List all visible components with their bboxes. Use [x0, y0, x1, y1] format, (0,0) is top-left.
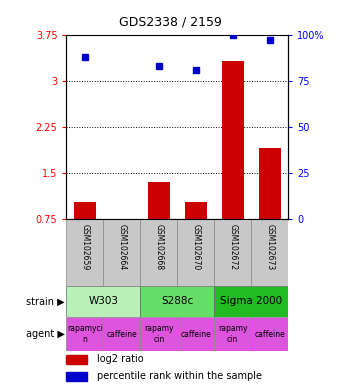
Text: rapamyci
n: rapamyci n [67, 324, 103, 344]
Bar [66, 219, 103, 286]
Bar [214, 286, 288, 317]
Bar [148, 182, 170, 219]
Bar [74, 202, 96, 219]
Bar [103, 317, 140, 351]
Text: rapamy
cin: rapamy cin [144, 324, 174, 344]
Bar [140, 219, 177, 286]
Bar [66, 317, 103, 351]
Text: GDS2338 / 2159: GDS2338 / 2159 [119, 15, 222, 28]
Bar [214, 219, 251, 286]
Bar [140, 286, 214, 317]
Text: GSM102668: GSM102668 [154, 224, 163, 270]
Text: GSM102664: GSM102664 [117, 224, 127, 270]
Bar [140, 317, 177, 351]
Bar [258, 148, 281, 219]
Bar [222, 61, 244, 219]
Bar [66, 286, 140, 317]
Bar [177, 317, 214, 351]
Bar [66, 355, 87, 364]
Text: log2 ratio: log2 ratio [97, 354, 144, 364]
Text: Sigma 2000: Sigma 2000 [220, 296, 282, 306]
Text: GSM102659: GSM102659 [80, 224, 89, 270]
Text: agent ▶: agent ▶ [26, 329, 65, 339]
Text: rapamy
cin: rapamy cin [218, 324, 248, 344]
Bar [185, 202, 207, 219]
Text: caffeine: caffeine [254, 329, 285, 339]
Text: caffeine: caffeine [106, 329, 137, 339]
Bar [103, 219, 140, 286]
Text: W303: W303 [88, 296, 118, 306]
Text: caffeine: caffeine [180, 329, 211, 339]
Bar [177, 219, 214, 286]
Text: percentile rank within the sample: percentile rank within the sample [97, 371, 262, 381]
Bar [251, 219, 288, 286]
Text: GSM102670: GSM102670 [191, 224, 200, 270]
Bar [251, 317, 288, 351]
Text: GSM102673: GSM102673 [265, 224, 274, 270]
Bar [66, 372, 87, 381]
Text: strain ▶: strain ▶ [26, 296, 65, 306]
Text: GSM102672: GSM102672 [228, 224, 237, 270]
Text: S288c: S288c [161, 296, 193, 306]
Bar [214, 317, 251, 351]
